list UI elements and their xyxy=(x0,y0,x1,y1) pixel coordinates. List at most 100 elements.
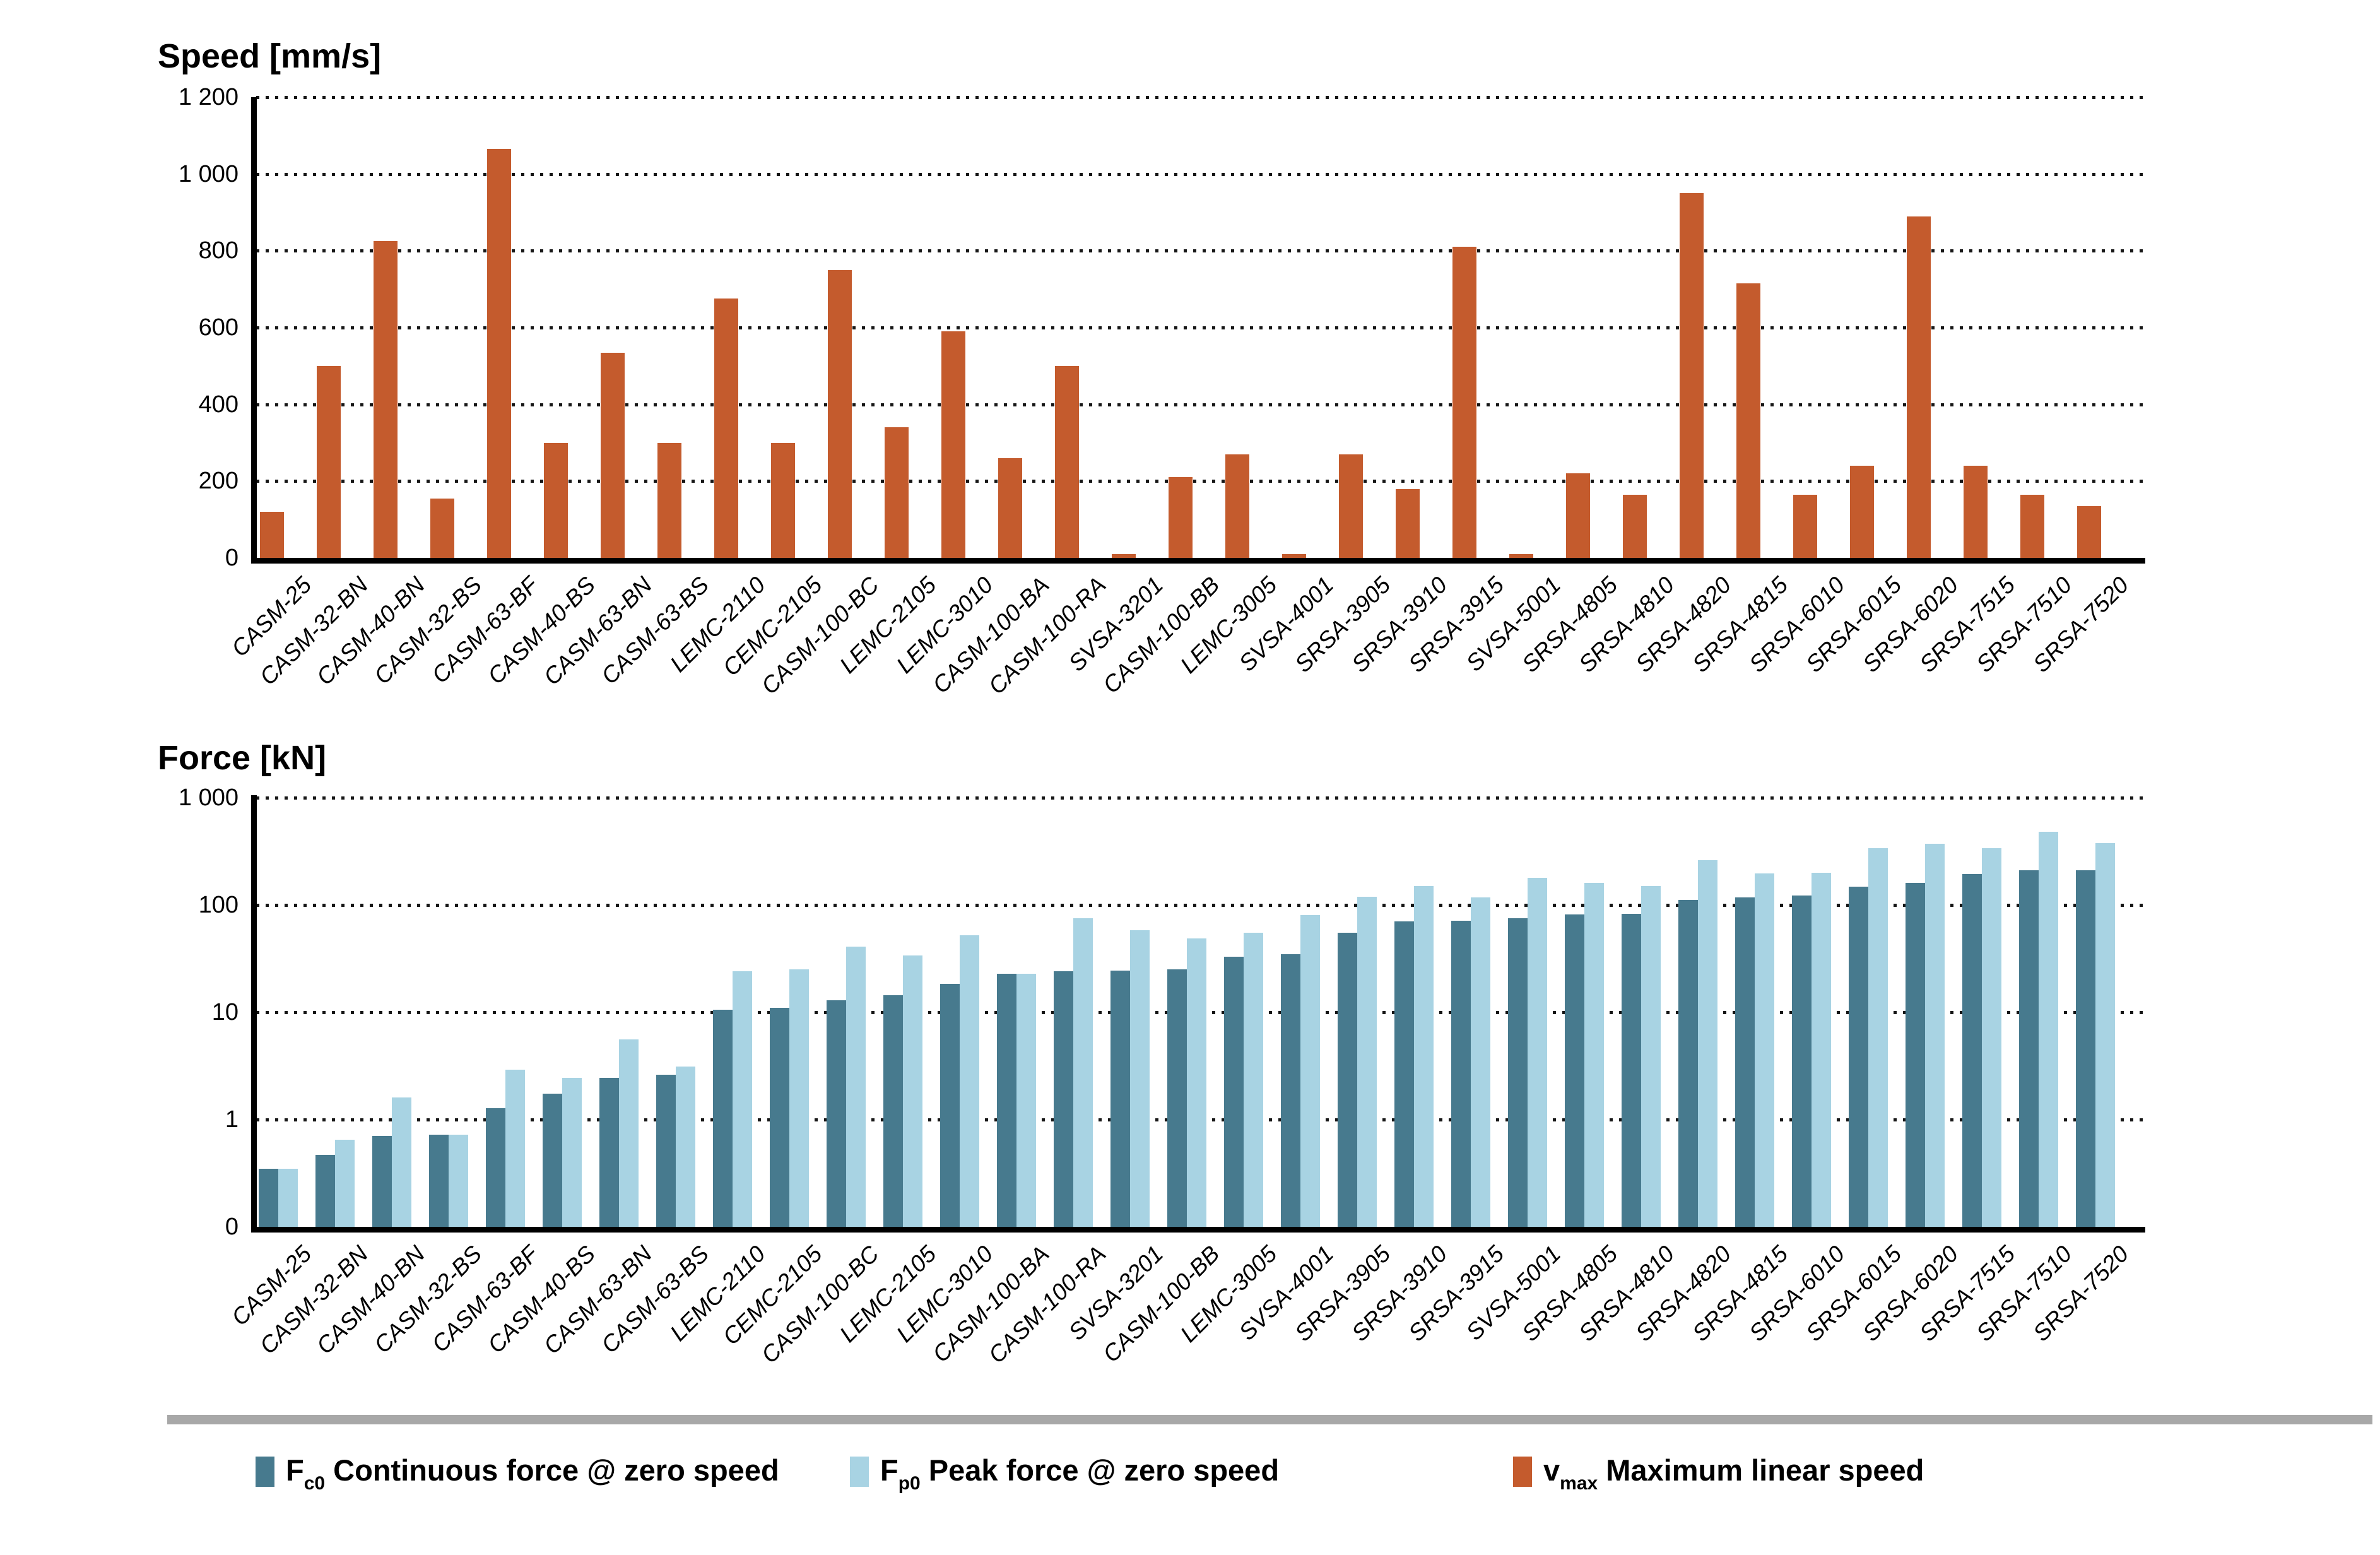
fc0-bar xyxy=(2076,870,2095,1227)
x-axis-line xyxy=(251,1227,2145,1233)
fc0-bar xyxy=(1054,971,1073,1227)
gridline xyxy=(256,480,2145,483)
fp0-bar xyxy=(1130,930,1150,1227)
legend-divider xyxy=(167,1415,2372,1424)
speed-bar xyxy=(828,269,852,558)
y-tick-label: 1 xyxy=(225,1106,239,1133)
speed-bar xyxy=(1793,494,1817,558)
fp0-bar xyxy=(903,955,922,1227)
speed-bar xyxy=(1225,454,1249,558)
legend-item-fp0: Fp0 Peak force @ zero speed xyxy=(850,1453,1279,1494)
fp0-bar xyxy=(335,1139,355,1227)
speed-bar xyxy=(941,331,965,558)
fp0-bar xyxy=(1698,860,1717,1227)
y-tick-label: 0 xyxy=(225,1213,239,1240)
fp0-bar xyxy=(733,971,752,1227)
fc0-bar xyxy=(1224,956,1244,1227)
fp0-bar xyxy=(278,1168,298,1227)
fp0-bar xyxy=(1868,848,1888,1227)
gridline xyxy=(256,796,2145,800)
speed-bar xyxy=(1907,216,1931,558)
fc0-bar xyxy=(1906,883,1925,1227)
fc0-bar xyxy=(1451,921,1471,1227)
speed-bar xyxy=(1964,466,1988,558)
fp0-bar xyxy=(1357,896,1377,1227)
speed-bar xyxy=(1339,454,1363,558)
speed-bar xyxy=(1623,494,1647,558)
y-tick-label: 0 xyxy=(225,544,239,571)
fc0-bar xyxy=(713,1010,733,1227)
fp0-bar xyxy=(1073,918,1093,1227)
fc0-bar xyxy=(1508,918,1528,1227)
fp0-bar xyxy=(392,1097,411,1227)
speed-bar xyxy=(2077,506,2101,558)
x-axis-line xyxy=(251,558,2145,564)
y-tick-label: 1 000 xyxy=(178,784,239,811)
speed-bar xyxy=(1850,466,1874,558)
fp0-bar xyxy=(449,1135,468,1227)
fc0-bar xyxy=(1110,970,1130,1227)
fp0-bar xyxy=(1471,897,1490,1227)
speed-bar xyxy=(1452,247,1476,558)
fc0-bar xyxy=(1394,921,1414,1227)
fp0-bar xyxy=(1812,872,1831,1227)
fp0-bar xyxy=(676,1067,695,1227)
fp0-color-swatch xyxy=(850,1457,869,1487)
gridline xyxy=(256,172,2145,176)
y-tick-label: 200 xyxy=(198,468,239,495)
fc0-bar xyxy=(315,1154,335,1227)
gridline xyxy=(256,403,2145,406)
fc0-bar xyxy=(1735,897,1755,1227)
fp0-bar xyxy=(1528,878,1547,1227)
speed-bar xyxy=(1680,193,1704,558)
fp0-bar xyxy=(505,1070,525,1227)
speed-bar xyxy=(374,241,398,558)
fp0-bar xyxy=(1414,886,1434,1227)
gridline xyxy=(256,326,2145,329)
fc0-bar xyxy=(827,1000,846,1227)
fp0-bar xyxy=(562,1077,582,1227)
fp0-bar xyxy=(1925,844,1945,1227)
speed-bar xyxy=(657,442,681,558)
speed-bar xyxy=(714,299,738,558)
fc0-bar xyxy=(1338,933,1357,1227)
speed-bar xyxy=(317,365,341,558)
fc0-bar xyxy=(1281,954,1300,1227)
speed-chart-title: Speed [mm/s] xyxy=(158,37,382,75)
speed-bar xyxy=(1055,365,1079,558)
speed-bar xyxy=(1509,553,1533,558)
fc0-bar xyxy=(543,1093,562,1227)
fc0-bar xyxy=(1565,914,1584,1227)
fc0-color-swatch xyxy=(256,1457,274,1487)
fc0-bar xyxy=(486,1108,505,1227)
fc0-bar xyxy=(1678,900,1698,1227)
fc0-bar xyxy=(259,1168,278,1227)
y-tick-label: 1 000 xyxy=(178,160,239,187)
fp0-bar xyxy=(1244,933,1263,1227)
speed-bar xyxy=(771,442,795,558)
vmax-color-swatch xyxy=(1513,1457,1532,1487)
gridline xyxy=(256,96,2145,99)
fp0-bar xyxy=(960,935,979,1227)
legend-label-fp0: Fp0 Peak force @ zero speed xyxy=(880,1453,1280,1494)
speed-bar xyxy=(885,427,909,558)
y-axis-line xyxy=(251,97,257,564)
fc0-bar xyxy=(599,1077,619,1227)
speed-bar xyxy=(1112,553,1136,558)
speed-bar xyxy=(1566,473,1590,558)
fc0-bar xyxy=(2019,870,2039,1227)
fp0-bar xyxy=(1755,873,1774,1227)
legend-item-fc0: Fc0 Continuous force @ zero speed xyxy=(256,1453,779,1494)
fp0-bar xyxy=(2039,832,2058,1227)
fp0-bar xyxy=(619,1039,639,1227)
legend-label-vmax: vmax Maximum linear speed xyxy=(1543,1453,1924,1494)
speed-bar xyxy=(998,458,1022,558)
fp0-bar xyxy=(1584,883,1604,1227)
y-axis-line xyxy=(251,795,257,1233)
fp0-bar xyxy=(1187,938,1206,1227)
speed-bar xyxy=(260,512,284,558)
fp0-bar xyxy=(1641,886,1661,1227)
fc0-bar xyxy=(883,995,903,1227)
